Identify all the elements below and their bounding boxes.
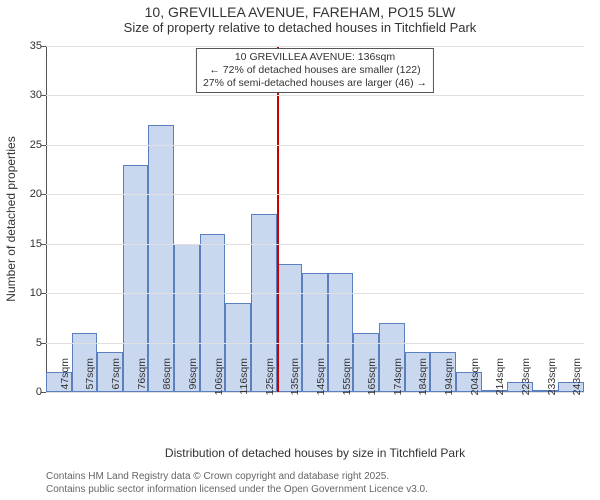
x-tick-label: 145sqm — [315, 358, 327, 398]
reference-line — [277, 46, 279, 392]
plot-area: 10 GREVILLEA AVENUE: 136sqm ← 72% of det… — [46, 46, 584, 392]
x-tick-label: 96sqm — [187, 358, 199, 398]
x-tick-label: 223sqm — [520, 358, 532, 398]
y-tick-mark — [41, 194, 46, 195]
attribution-footer: Contains HM Land Registry data © Crown c… — [46, 471, 428, 496]
x-tick-label: 174sqm — [392, 358, 404, 398]
gridline — [46, 95, 584, 96]
gridline — [46, 244, 584, 245]
x-tick-label: 165sqm — [366, 358, 378, 398]
x-tick-label: 194sqm — [443, 358, 455, 398]
y-tick-mark — [41, 46, 46, 47]
property-size-chart: 10, GREVILLEA AVENUE, FAREHAM, PO15 5LW … — [0, 0, 600, 500]
y-tick-mark — [41, 244, 46, 245]
x-tick-label: 47sqm — [59, 358, 71, 398]
gridline — [46, 145, 584, 146]
annotation-line-2: ← 72% of detached houses are smaller (12… — [203, 64, 427, 77]
y-tick-mark — [41, 293, 46, 294]
annotation-line-3: 27% of semi-detached houses are larger (… — [203, 77, 427, 90]
footer-line-2: Contains public sector information licen… — [46, 484, 428, 497]
x-tick-label: 106sqm — [213, 358, 225, 398]
x-tick-label: 233sqm — [546, 358, 558, 398]
bars-layer — [46, 46, 584, 392]
x-tick-label: 214sqm — [494, 358, 506, 398]
x-tick-label: 76sqm — [136, 358, 148, 398]
footer-line-1: Contains HM Land Registry data © Crown c… — [46, 471, 428, 484]
chart-subtitle: Size of property relative to detached ho… — [0, 20, 600, 39]
chart-title: 10, GREVILLEA AVENUE, FAREHAM, PO15 5LW — [0, 0, 600, 20]
gridline — [46, 194, 584, 195]
gridline — [46, 343, 584, 344]
x-tick-label: 125sqm — [264, 358, 276, 398]
gridline — [46, 46, 584, 47]
x-tick-label: 204sqm — [469, 358, 481, 398]
annotation-line-1: 10 GREVILLEA AVENUE: 136sqm — [203, 51, 427, 64]
gridline — [46, 293, 584, 294]
x-tick-label: 243sqm — [571, 358, 583, 398]
x-tick-label: 135sqm — [289, 358, 301, 398]
y-tick-mark — [41, 145, 46, 146]
x-axis-label: Distribution of detached houses by size … — [46, 446, 584, 460]
x-tick-label: 184sqm — [417, 358, 429, 398]
x-tick-label: 67sqm — [110, 358, 122, 398]
x-tick-label: 116sqm — [238, 358, 250, 398]
x-tick-label: 155sqm — [341, 358, 353, 398]
annotation-box: 10 GREVILLEA AVENUE: 136sqm ← 72% of det… — [196, 48, 434, 93]
y-tick-mark — [41, 392, 46, 393]
x-tick-label: 57sqm — [84, 358, 96, 398]
histogram-bar — [148, 125, 174, 392]
y-tick-mark — [41, 343, 46, 344]
x-tick-label: 86sqm — [161, 358, 173, 398]
y-tick-mark — [41, 95, 46, 96]
y-axis-label: Number of detached properties — [4, 46, 18, 392]
